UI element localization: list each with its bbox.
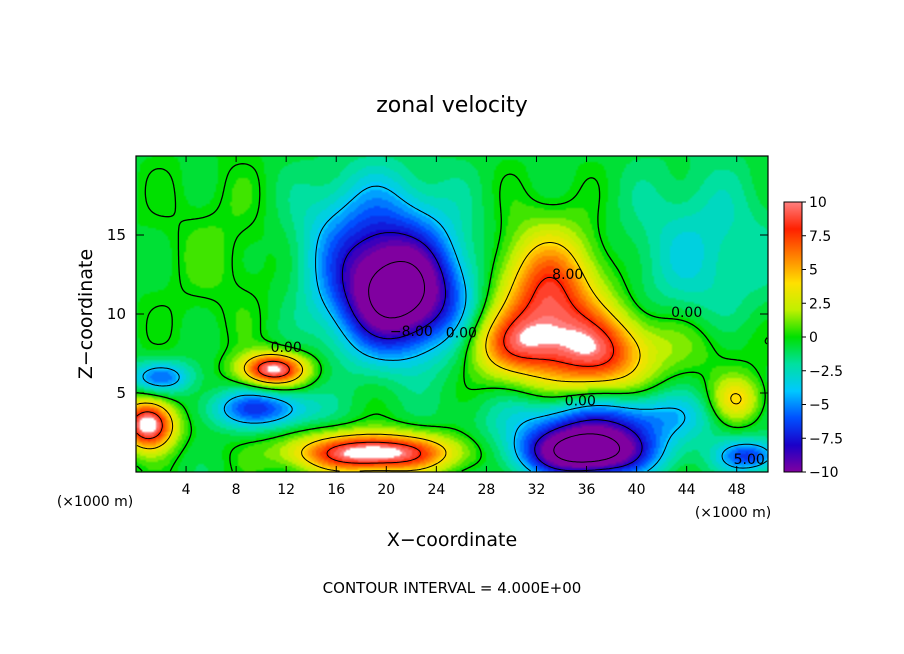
contour-label: 8.00 <box>552 267 583 283</box>
contour-level <box>136 242 742 472</box>
contour-interval-note: CONTOUR INTERVAL = 4.000E+00 <box>323 579 582 597</box>
colorbar: 10 7.5 5 2.5 0 −2.5 −5 −7.5 −10 <box>783 195 843 481</box>
x-tick-label: 8 <box>232 482 241 498</box>
x-tick-label: 12 <box>277 482 295 498</box>
contour-label: 5.00 <box>734 452 765 468</box>
contour-level <box>368 261 621 463</box>
x-unit-left: (×1000 m) <box>57 494 133 510</box>
x-tick-label: 16 <box>327 482 345 498</box>
y-axis-label: Z−coordinate <box>75 249 97 379</box>
contour-level <box>142 185 768 472</box>
colorbar-tick-label: −2.5 <box>809 364 843 380</box>
heatmap-plot: 8.00−8.00 0.000.000.000.005.00 4 8 12 16 20 24… <box>107 155 769 498</box>
x-tick-label: 40 <box>628 482 646 498</box>
x-tick-label: 4 <box>182 482 191 498</box>
heatmap-field <box>136 156 768 472</box>
contour-label: 0.00 <box>446 326 477 342</box>
x-axis-ticks: 4 8 12 16 20 24 28 32 36 40 44 48 <box>182 156 746 498</box>
y-tick-label: 10 <box>107 305 126 323</box>
x-axis-label: X−coordinate <box>387 529 517 551</box>
colorbar-tick-label: 2.5 <box>809 296 831 312</box>
chart-title: zonal velocity <box>376 93 528 118</box>
colorbar-tick-label: 5 <box>809 263 818 279</box>
colorbar-tick-label: −7.5 <box>809 431 843 447</box>
colorbar-scale <box>783 201 803 473</box>
contour-level <box>136 276 615 464</box>
x-tick-label: 44 <box>678 482 696 498</box>
colorbar-tick-label: −5 <box>809 398 830 414</box>
contour-label: 0.00 <box>565 394 596 410</box>
y-axis-ticks: 5 10 15 <box>107 226 768 402</box>
x-tick-label: 48 <box>728 482 746 498</box>
contour-label: 0.00 <box>271 340 302 356</box>
contour-level <box>341 232 643 472</box>
y-tick-label: 5 <box>116 384 126 402</box>
y-tick-label: 15 <box>107 226 126 244</box>
colorbar-tick-label: −10 <box>809 465 839 481</box>
colorbar-tick-label: 10 <box>809 195 827 211</box>
x-tick-label: 28 <box>478 482 496 498</box>
colorbar-tick-label: 0 <box>809 330 818 346</box>
x-unit-right: (×1000 m) <box>695 505 771 521</box>
contour-label: −8.00 <box>390 324 433 340</box>
colorbar-tick-label: 7.5 <box>809 229 831 245</box>
contour-level <box>136 163 768 472</box>
x-tick-label: 24 <box>427 482 445 498</box>
contour-labels: 8.00 −8.00 0.00 0.00 0.00 0.00 5.00 <box>271 267 765 468</box>
colorbar-ticks: 10 7.5 5 2.5 0 −2.5 −5 −7.5 −10 <box>802 195 843 481</box>
contour-label: 0.00 <box>671 305 702 321</box>
contour-lines <box>136 163 768 472</box>
x-tick-label: 20 <box>377 482 395 498</box>
x-tick-label: 32 <box>528 482 546 498</box>
x-tick-label: 36 <box>578 482 596 498</box>
